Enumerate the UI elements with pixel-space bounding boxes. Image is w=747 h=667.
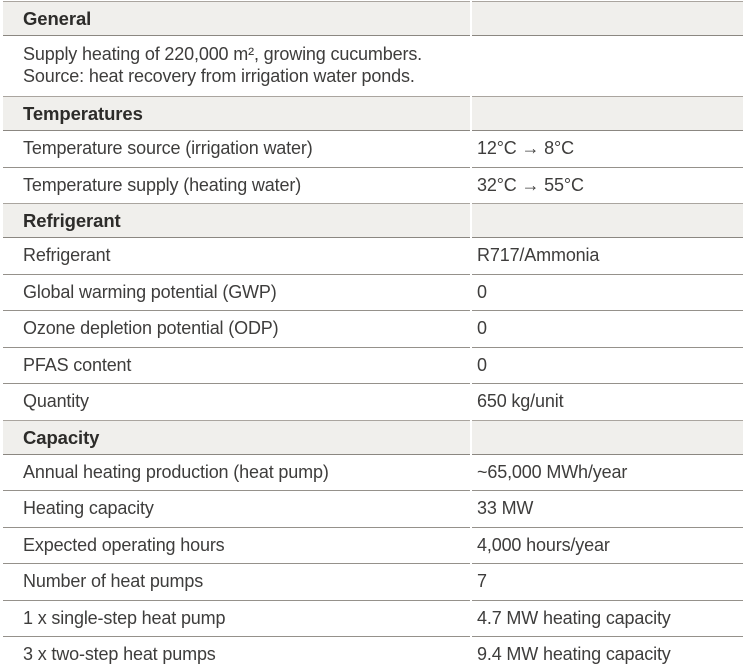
row-value: 0 bbox=[472, 310, 743, 347]
row-value: 4,000 hours/year bbox=[472, 526, 743, 564]
table-row: PFAS content 0 bbox=[3, 346, 743, 384]
row-value bbox=[472, 36, 743, 96]
table-row: Number of heat pumps 7 bbox=[3, 563, 743, 600]
section-title: Temperatures bbox=[3, 96, 470, 131]
table-row: Temperature supply (heating water) 32°C … bbox=[3, 166, 743, 204]
row-label: Heating capacity bbox=[3, 490, 470, 527]
section-title-spacer bbox=[472, 203, 743, 238]
table-row: 1 x single-step heat pump 4.7 MW heating… bbox=[3, 599, 743, 637]
section-header-capacity: Capacity bbox=[3, 419, 743, 455]
row-label: Expected operating hours bbox=[3, 526, 470, 564]
row-value: 7 bbox=[472, 563, 743, 600]
table-row: Expected operating hours 4,000 hours/yea… bbox=[3, 526, 743, 564]
row-value: 650 kg/unit bbox=[472, 383, 743, 420]
row-label: 3 x two-step heat pumps bbox=[3, 636, 470, 667]
row-value: ~65,000 MWh/year bbox=[477, 461, 628, 482]
table-row: Refrigerant R717/Ammonia bbox=[3, 238, 743, 274]
section-header-temperatures: Temperatures bbox=[3, 96, 743, 131]
row-value: 32°C → 55°C bbox=[472, 166, 743, 204]
section-title-spacer bbox=[472, 96, 743, 131]
row-label: Ozone depletion potential (ODP) bbox=[3, 310, 470, 347]
row-value: 0 bbox=[472, 273, 743, 311]
section-header-refrigerant: Refrigerant bbox=[3, 203, 743, 238]
row-label: Annual heating production (heat pump) bbox=[23, 461, 329, 482]
table-row: Quantity 650 kg/unit bbox=[3, 383, 743, 420]
table-row: Heating capacity 33 MW bbox=[3, 490, 743, 527]
general-description-line-2: Source: heat recovery from irrigation wa… bbox=[23, 66, 415, 86]
table-row: Global warming potential (GWP) 0 bbox=[3, 273, 743, 311]
row-label: Temperature source (irrigation water) bbox=[23, 138, 313, 158]
general-description: Supply heating of 220,000 m², growing cu… bbox=[3, 36, 470, 96]
row-value: 4.7 MW heating capacity bbox=[472, 599, 743, 637]
row-label: Global warming potential (GWP) bbox=[3, 273, 470, 311]
table-row: Ozone depletion potential (ODP) 0 bbox=[3, 310, 743, 347]
row-value: 9.4 MW heating capacity bbox=[472, 636, 743, 667]
row-value: 0 bbox=[472, 346, 743, 384]
row-value: 33 MW bbox=[472, 490, 743, 527]
section-title-spacer bbox=[472, 419, 743, 455]
table-row: Supply heating of 220,000 m², growing cu… bbox=[3, 36, 743, 96]
row-value: R717/Ammonia bbox=[477, 245, 600, 265]
section-title: Capacity bbox=[3, 419, 470, 455]
row-label: Refrigerant bbox=[23, 245, 111, 265]
row-label: Temperature supply (heating water) bbox=[3, 166, 470, 204]
row-label: PFAS content bbox=[3, 346, 470, 384]
table-row: 3 x two-step heat pumps 9.4 MW heating c… bbox=[3, 636, 743, 667]
row-label: 1 x single-step heat pump bbox=[3, 599, 470, 637]
table-row: Temperature source (irrigation water) 12… bbox=[3, 131, 743, 167]
row-value: 12°C → 8°C bbox=[477, 138, 574, 158]
row-label: Number of heat pumps bbox=[3, 563, 470, 600]
section-header-general: General bbox=[3, 1, 743, 36]
table-row: Annual heating production (heat pump) ~6… bbox=[3, 455, 743, 491]
section-title: General bbox=[3, 1, 470, 36]
section-title-spacer bbox=[472, 1, 743, 36]
row-label: Quantity bbox=[3, 383, 470, 420]
section-title: Refrigerant bbox=[3, 203, 470, 238]
general-description-line-1: Supply heating of 220,000 m², growing cu… bbox=[23, 44, 423, 64]
